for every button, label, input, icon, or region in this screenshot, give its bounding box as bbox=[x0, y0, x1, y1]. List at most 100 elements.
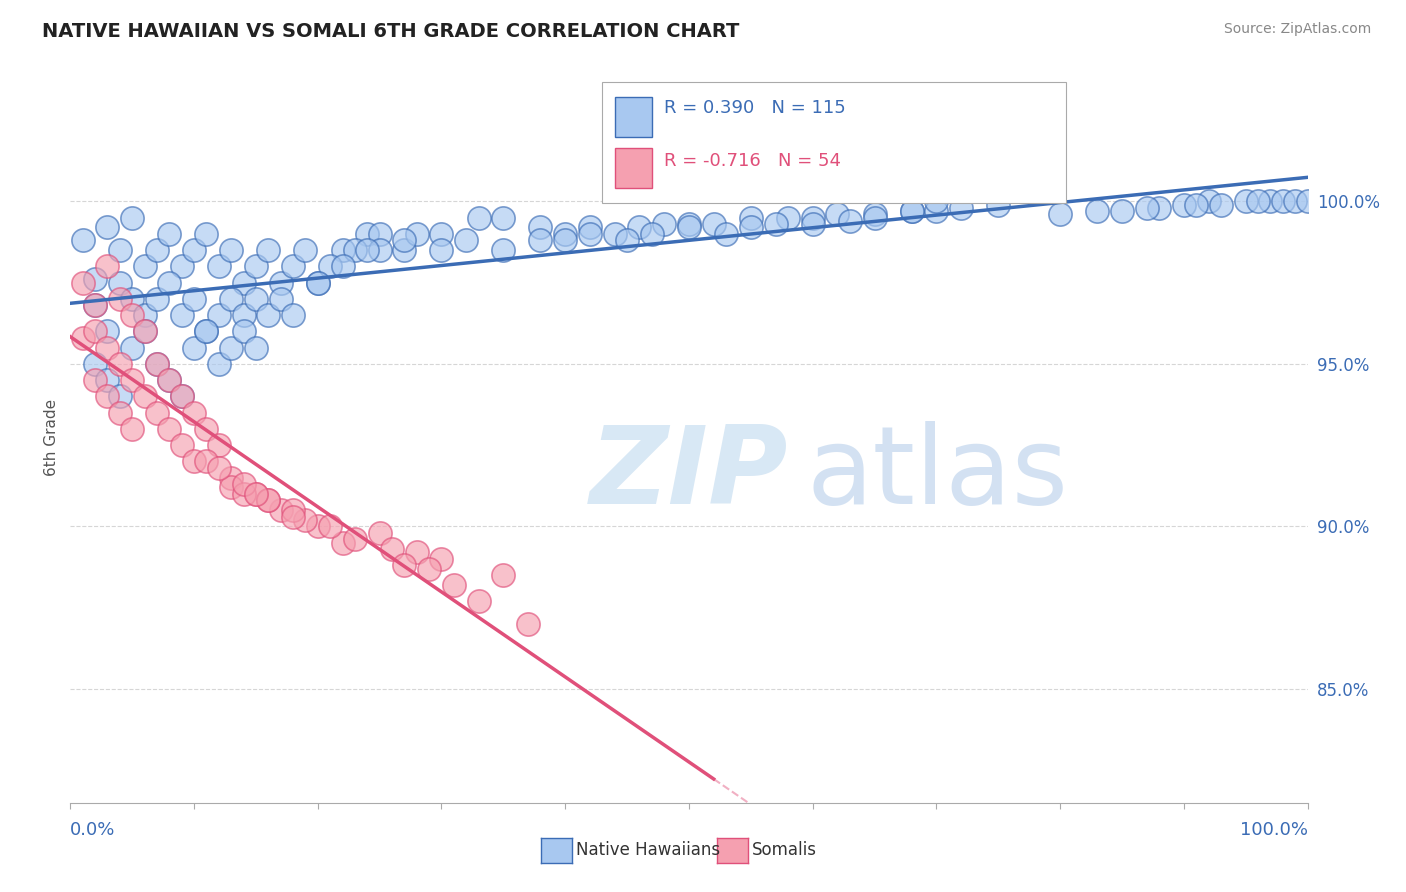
Point bbox=[195, 325, 218, 339]
Point bbox=[740, 211, 762, 225]
Point bbox=[307, 519, 329, 533]
Point bbox=[368, 526, 391, 541]
Point bbox=[492, 211, 515, 225]
Text: NATIVE HAWAIIAN VS SOMALI 6TH GRADE CORRELATION CHART: NATIVE HAWAIIAN VS SOMALI 6TH GRADE CORR… bbox=[42, 22, 740, 41]
Point bbox=[72, 234, 94, 248]
Point bbox=[183, 341, 205, 355]
Point bbox=[157, 227, 180, 241]
Point bbox=[195, 422, 218, 436]
Point bbox=[96, 325, 118, 339]
Point bbox=[84, 373, 107, 387]
Text: R = -0.716   N = 54: R = -0.716 N = 54 bbox=[664, 153, 841, 170]
Text: Source: ZipAtlas.com: Source: ZipAtlas.com bbox=[1223, 22, 1371, 37]
Point bbox=[356, 227, 378, 241]
Point bbox=[183, 454, 205, 468]
Point bbox=[801, 211, 824, 225]
Text: ZIP: ZIP bbox=[591, 421, 789, 526]
Point bbox=[245, 487, 267, 501]
Point bbox=[219, 292, 242, 306]
Point bbox=[343, 243, 366, 257]
Point bbox=[245, 292, 267, 306]
Point bbox=[319, 260, 342, 274]
Point bbox=[257, 493, 280, 508]
Point bbox=[96, 341, 118, 355]
Point bbox=[950, 201, 973, 215]
Point bbox=[467, 594, 489, 608]
Point bbox=[405, 227, 427, 241]
Point bbox=[356, 243, 378, 257]
Point bbox=[1173, 197, 1195, 211]
Point bbox=[108, 292, 131, 306]
Point bbox=[183, 243, 205, 257]
Point bbox=[121, 308, 143, 322]
Point bbox=[170, 260, 193, 274]
Point bbox=[294, 513, 316, 527]
Point bbox=[183, 292, 205, 306]
Point bbox=[195, 227, 218, 241]
Point bbox=[157, 373, 180, 387]
Point bbox=[1234, 194, 1257, 209]
Point bbox=[281, 509, 304, 524]
Point bbox=[529, 234, 551, 248]
Point bbox=[579, 227, 602, 241]
Point bbox=[294, 243, 316, 257]
Point bbox=[678, 220, 700, 235]
Point bbox=[332, 243, 354, 257]
Point bbox=[183, 406, 205, 420]
Point bbox=[245, 487, 267, 501]
Point bbox=[157, 373, 180, 387]
Point bbox=[863, 211, 886, 225]
Point bbox=[579, 220, 602, 235]
Point bbox=[443, 578, 465, 592]
Point bbox=[394, 243, 416, 257]
Point bbox=[776, 211, 799, 225]
Point bbox=[1247, 194, 1270, 209]
Point bbox=[157, 276, 180, 290]
Point bbox=[740, 220, 762, 235]
Point bbox=[245, 341, 267, 355]
Point bbox=[801, 217, 824, 231]
Point bbox=[1085, 204, 1108, 219]
Point bbox=[195, 454, 218, 468]
Point bbox=[492, 243, 515, 257]
Point bbox=[838, 214, 860, 228]
Point bbox=[368, 243, 391, 257]
Point bbox=[1147, 201, 1170, 215]
Point bbox=[1209, 197, 1232, 211]
Point bbox=[96, 373, 118, 387]
Point bbox=[628, 220, 651, 235]
Point bbox=[108, 357, 131, 371]
Point bbox=[616, 234, 638, 248]
Point bbox=[529, 220, 551, 235]
Text: 0.0%: 0.0% bbox=[70, 822, 115, 839]
Point bbox=[108, 389, 131, 403]
Point bbox=[84, 298, 107, 312]
Point bbox=[96, 389, 118, 403]
Point bbox=[714, 227, 737, 241]
Point bbox=[121, 292, 143, 306]
Point bbox=[394, 234, 416, 248]
Point bbox=[641, 227, 664, 241]
Point bbox=[1136, 201, 1159, 215]
Point bbox=[84, 325, 107, 339]
Point bbox=[134, 260, 156, 274]
Point bbox=[1185, 197, 1208, 211]
Point bbox=[108, 276, 131, 290]
Point bbox=[270, 503, 292, 517]
Point bbox=[319, 519, 342, 533]
Point bbox=[146, 243, 169, 257]
Point bbox=[1260, 194, 1282, 209]
Point bbox=[170, 308, 193, 322]
Point bbox=[368, 227, 391, 241]
Bar bbox=[614, 148, 652, 188]
Point bbox=[332, 535, 354, 549]
Point bbox=[270, 276, 292, 290]
Point bbox=[1111, 204, 1133, 219]
Point bbox=[208, 357, 231, 371]
Point bbox=[146, 357, 169, 371]
Point bbox=[307, 276, 329, 290]
Point bbox=[219, 480, 242, 494]
Point bbox=[72, 331, 94, 345]
Point bbox=[108, 243, 131, 257]
Point bbox=[72, 276, 94, 290]
